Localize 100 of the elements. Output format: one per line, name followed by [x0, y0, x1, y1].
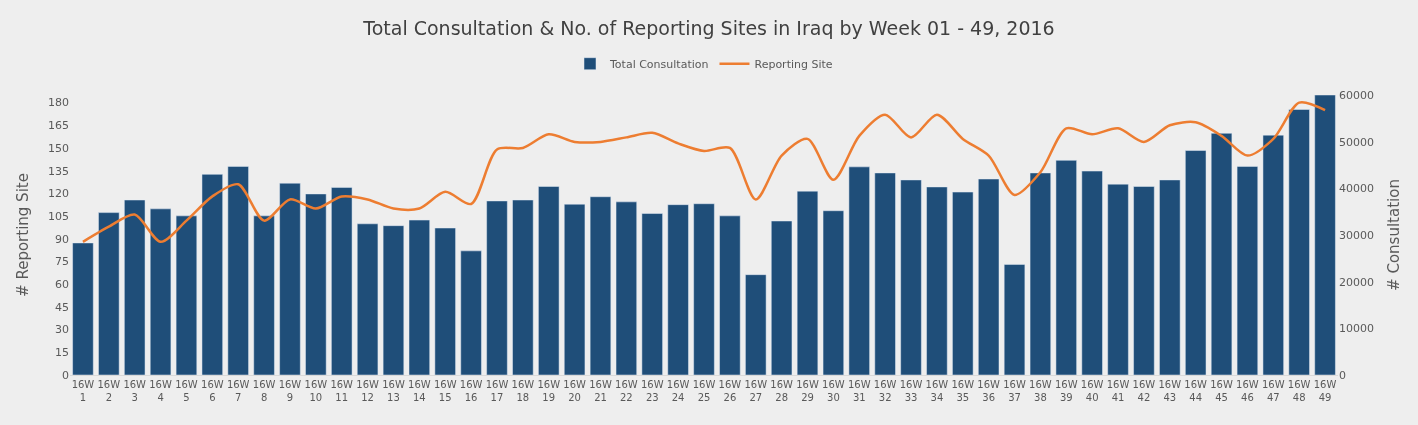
bar	[1055, 160, 1077, 375]
bar	[1236, 166, 1259, 375]
x-tick-label: 16W 45	[1210, 379, 1233, 403]
x-tick-label: 16W 49	[1313, 379, 1337, 403]
bar	[460, 250, 482, 375]
bar	[771, 220, 793, 375]
y-tick-label: 45	[55, 300, 69, 314]
y-tick-label: 30	[55, 323, 69, 337]
y-tick-label: 60	[55, 278, 69, 292]
bar	[434, 227, 456, 375]
bar	[796, 190, 819, 375]
line-series	[81, 101, 1327, 244]
bar	[408, 219, 430, 375]
y2-tick-label: 50000	[1339, 135, 1374, 149]
bar	[1029, 172, 1052, 375]
y2-axis-title: # Consultation	[1385, 179, 1403, 291]
x-tick-label: 16W 23	[640, 379, 664, 403]
bar	[253, 215, 275, 375]
bar	[719, 215, 741, 375]
bar	[1003, 264, 1026, 375]
x-tick-label: 16W 35	[951, 379, 975, 403]
y-tick-label: 150	[48, 141, 69, 155]
x-tick-label: 16W 4	[149, 379, 172, 403]
bar	[1081, 170, 1103, 375]
x-tick-label: 16W 2	[97, 379, 121, 403]
y-tick-label: 0	[62, 368, 69, 382]
x-tick-label: 16W 44	[1184, 379, 1208, 403]
y-tick-label: 120	[48, 187, 69, 201]
x-tick-label: 16W 43	[1158, 379, 1182, 403]
x-tick-label: 16W 9	[278, 379, 302, 403]
bar	[149, 208, 172, 375]
bar	[952, 191, 974, 375]
bar	[822, 210, 844, 375]
y-tick-label: 180	[48, 96, 69, 110]
x-tick-label: 16W 19	[537, 379, 561, 403]
x-tick-label: 16W 27	[744, 379, 768, 403]
y-tick-label: 105	[48, 209, 69, 223]
x-tick-label: 16W 5	[175, 379, 198, 403]
y2-tick-label: 40000	[1339, 182, 1374, 196]
bar	[900, 179, 922, 375]
bar	[486, 200, 508, 375]
bar	[305, 193, 327, 375]
y2-tick-label: 30000	[1339, 228, 1374, 242]
bar	[279, 182, 301, 375]
y2-tick-label: 10000	[1339, 322, 1374, 336]
bar	[1133, 186, 1155, 375]
x-tick-label: 16W 15	[433, 379, 457, 403]
y-tick-label: 75	[55, 255, 69, 269]
x-tick-label: 16W 24	[666, 379, 690, 403]
y-axis-title: # Reporting Site	[14, 173, 33, 297]
legend-label: Reporting Site	[754, 57, 833, 71]
chart-title: Total Consultation & No. of Reporting Sites in Iraq by Week 01 - 49, 2016	[362, 16, 1055, 39]
bar	[641, 213, 663, 375]
bar	[1262, 134, 1284, 375]
x-tick-label: 16W 25	[692, 379, 716, 403]
x-tick-label: 16W 21	[589, 379, 612, 403]
bar	[331, 187, 353, 375]
x-tick-label: 16W 33	[899, 379, 923, 403]
x-tick-label: 16W 38	[1029, 379, 1052, 403]
legend-label: Total Consultation	[609, 57, 709, 71]
bar	[1210, 133, 1233, 375]
bar	[201, 174, 223, 375]
x-tick-label: 16W 36	[977, 379, 1001, 403]
bar	[1288, 109, 1310, 375]
bar	[356, 223, 379, 375]
bar	[848, 166, 870, 375]
x-tick-label: 16W 28	[770, 379, 794, 403]
bar	[1159, 179, 1181, 375]
y-tick-label: 90	[55, 232, 69, 246]
bar	[615, 201, 637, 375]
y-tick-label: 165	[48, 119, 69, 133]
bar	[538, 186, 560, 375]
x-tick-label: 16W 13	[382, 379, 405, 403]
x-tick-label: 16W 46	[1236, 379, 1259, 403]
y2-tick-label: 0	[1339, 368, 1346, 382]
x-tick-label: 16W 30	[822, 379, 845, 403]
x-tick-label: 16W 31	[847, 379, 871, 403]
x-tick-label: 16W 47	[1262, 379, 1285, 403]
bar	[227, 166, 249, 375]
bar	[175, 215, 198, 375]
bar	[589, 196, 612, 375]
x-tick-label: 16W 39	[1054, 379, 1078, 403]
bar	[72, 242, 94, 375]
y-tick-label: 135	[48, 164, 69, 178]
x-tick-label: 16W 14	[408, 379, 431, 403]
x-tick-label: 16W 11	[330, 379, 354, 403]
x-tick-label: 16W 40	[1080, 379, 1104, 403]
x-tick-label: 16W 8	[252, 379, 276, 403]
x-tick-label: 16W 7	[226, 379, 250, 403]
bar	[978, 178, 1000, 375]
bar	[874, 172, 896, 375]
x-tick-label: 16W 18	[511, 379, 535, 403]
bar	[382, 225, 405, 375]
x-tick-label: 16W 42	[1132, 379, 1156, 403]
x-tick-label: 16W 26	[718, 379, 742, 403]
x-tick-label: 16W 34	[925, 379, 949, 403]
bar	[564, 203, 586, 375]
x-tick-label: 16W 16	[459, 379, 483, 403]
x-tick-label: 16W 17	[485, 379, 509, 403]
bar	[926, 186, 948, 375]
